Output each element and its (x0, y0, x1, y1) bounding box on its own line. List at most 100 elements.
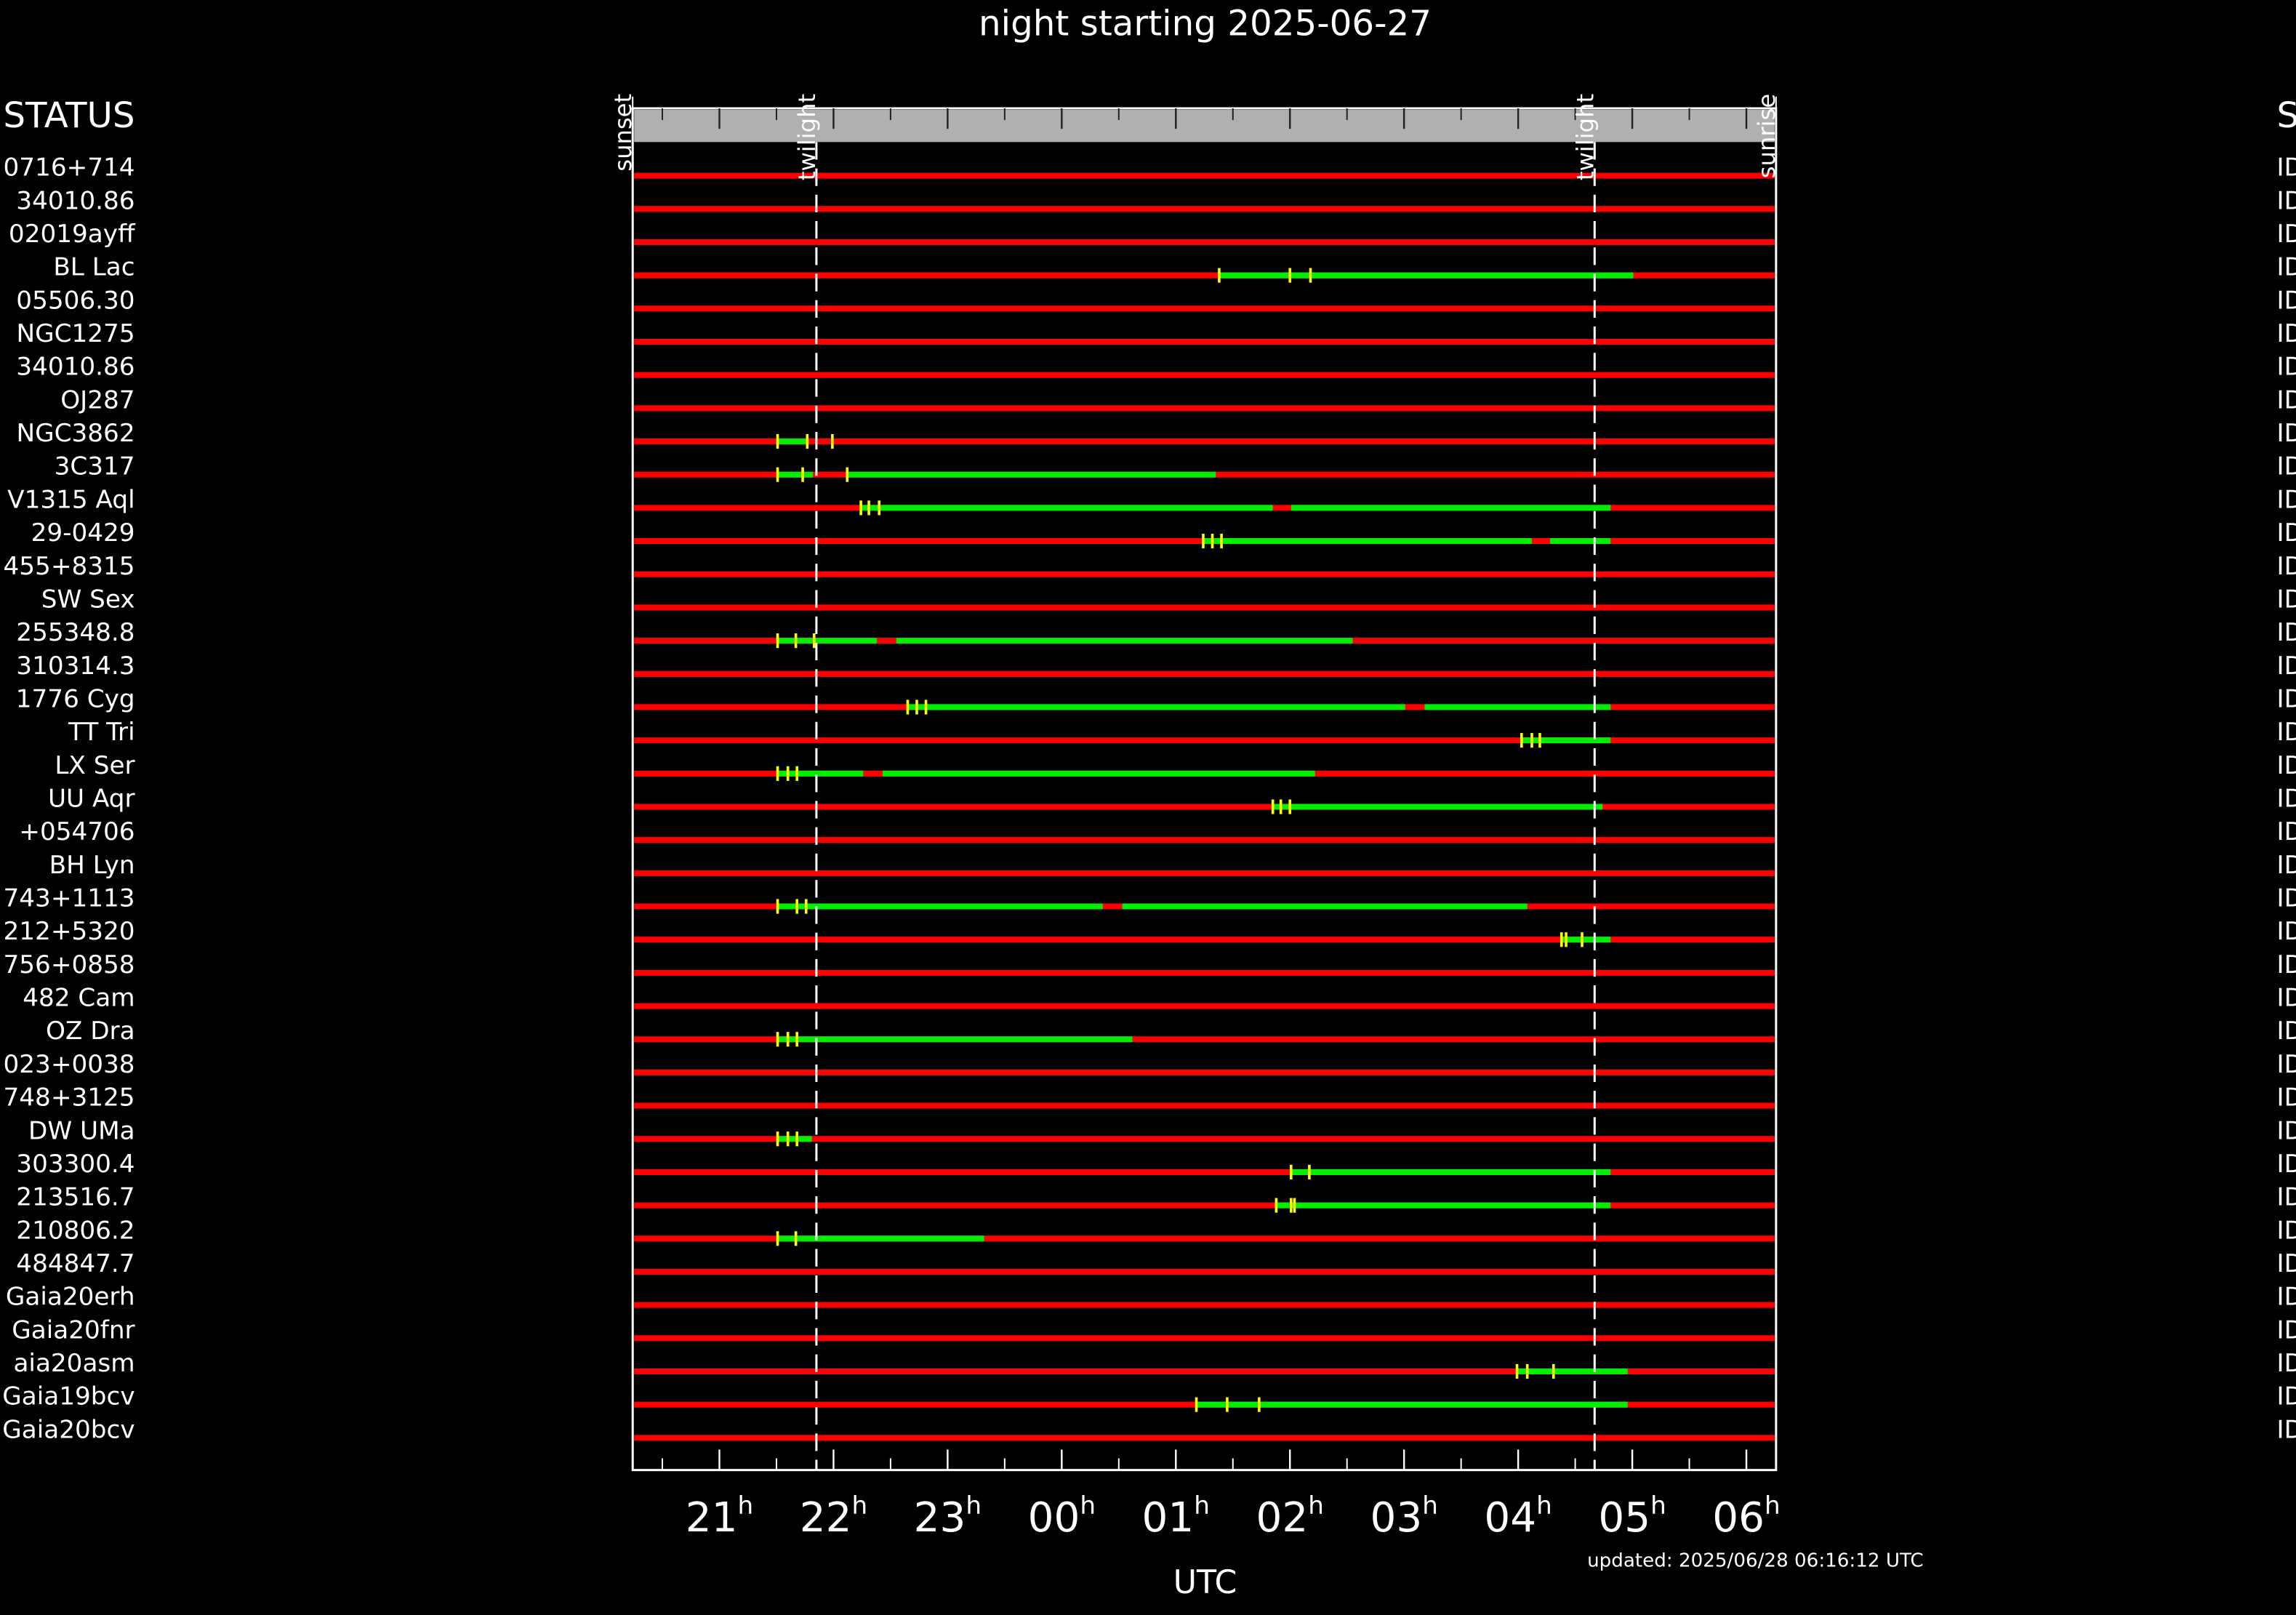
row-name: Gaia20bcv (2, 1415, 135, 1444)
x-tick-label-text: 06 (1712, 1494, 1765, 1542)
row-name: 455+8315 (4, 552, 135, 581)
row-status: ID (2276, 684, 2296, 713)
row-status: ID (2276, 1315, 2296, 1345)
x-tick-label: 03h (1370, 1491, 1437, 1542)
row-status: ID (2276, 585, 2296, 614)
x-tick-label-text: 04 (1484, 1494, 1536, 1542)
row-name: 212+5320 (4, 917, 135, 946)
x-tick-label-text: 22 (800, 1494, 852, 1542)
row-status: ID (2276, 950, 2296, 979)
row-name: 756+0858 (4, 950, 135, 979)
row-status: ID (2276, 784, 2296, 813)
header-bar (634, 110, 1775, 143)
row-name: SW Sex (41, 585, 135, 614)
row-status: ID (2276, 286, 2296, 315)
x-tick-label-text: 05 (1598, 1494, 1650, 1542)
x-tick-unit: h (851, 1491, 867, 1520)
x-tick-label: 06h (1712, 1491, 1780, 1542)
row-name: 748+3125 (4, 1083, 135, 1113)
row-name: Gaia19bcv (2, 1382, 135, 1411)
x-tick-unit: h (966, 1491, 982, 1520)
row-status: ID (2276, 884, 2296, 913)
row-name: 255348.8 (16, 618, 135, 647)
row-status: ID (2276, 1415, 2296, 1444)
x-tick-unit: h (1308, 1491, 1324, 1520)
row-status: ID (2276, 1382, 2296, 1411)
row-name: 1776 Cyg (16, 684, 135, 713)
row-name: NGC3862 (16, 419, 135, 448)
row-status: ID (2276, 1017, 2296, 1046)
row-status: ID (2276, 851, 2296, 880)
row-status: ID (2276, 1283, 2296, 1312)
x-tick-unit: h (1422, 1491, 1438, 1520)
row-status: ID (2276, 618, 2296, 647)
row-name: 02019ayff (9, 220, 136, 249)
row-name: 213516.7 (16, 1183, 135, 1212)
row-name: V1315 Aql (7, 485, 135, 514)
row-name: OJ287 (60, 385, 135, 414)
row-status: ID (2276, 817, 2296, 846)
row-name: NGC1275 (16, 319, 135, 348)
row-name: +054706 (19, 817, 135, 846)
row-name: Gaia20fnr (12, 1315, 135, 1345)
row-name: BL Lac (53, 253, 135, 282)
row-status: ID (2276, 552, 2296, 581)
row-status: ID (2276, 452, 2296, 481)
x-tick-label: 22h (800, 1491, 867, 1542)
row-name: Gaia20erh (6, 1283, 135, 1312)
row-name: 34010.86 (16, 353, 135, 382)
row-name: 023+0038 (4, 1050, 135, 1079)
event-label: sunset (609, 94, 637, 172)
row-name: 29-0429 (31, 518, 135, 548)
row-status: ID (2276, 153, 2296, 183)
row-status: ID (2276, 518, 2296, 548)
row-status: ID (2276, 353, 2296, 382)
chart-title: night starting 2025-06-27 (979, 3, 1432, 44)
row-status: ID (2276, 419, 2296, 448)
row-name: aia20asm (13, 1349, 135, 1378)
x-tick-label-text: 01 (1142, 1494, 1195, 1542)
row-name: TT Tri (68, 718, 135, 747)
x-tick-label-text: 00 (1028, 1494, 1080, 1542)
row-status: ID (2276, 652, 2296, 681)
x-tick-label: 04h (1484, 1491, 1552, 1542)
x-tick-label: 23h (914, 1491, 982, 1542)
x-tick-label-text: 23 (914, 1494, 966, 1542)
row-status: ID (2276, 319, 2296, 348)
x-tick-label: 00h (1028, 1491, 1096, 1542)
row-name: 310314.3 (16, 652, 135, 681)
x-axis-label: UTC (1173, 1564, 1237, 1601)
x-tick-label-text: 21 (686, 1494, 738, 1542)
row-name: 210806.2 (16, 1216, 135, 1245)
row-status: ID (2276, 186, 2296, 215)
row-name: LX Ser (55, 751, 135, 780)
x-tick-unit: h (1536, 1491, 1552, 1520)
row-name: 743+1113 (4, 884, 135, 913)
row-name: 34010.86 (16, 186, 135, 215)
row-status: ID (2276, 220, 2296, 249)
x-tick-unit: h (1650, 1491, 1666, 1520)
row-name: OZ Dra (46, 1017, 135, 1046)
row-name: 482 Cam (23, 984, 135, 1013)
row-status: ID (2276, 1050, 2296, 1079)
x-tick-label: 05h (1598, 1491, 1666, 1542)
event-label: twilight (1571, 94, 1599, 180)
event-label: sunrise (1753, 94, 1781, 178)
row-status: ID (2276, 718, 2296, 747)
event-label: twilight (793, 94, 821, 180)
row-name: BH Lyn (49, 851, 135, 880)
plot-frame (631, 107, 1778, 1472)
x-tick-unit: h (738, 1491, 754, 1520)
row-name: 3C317 (55, 452, 135, 481)
x-tick-unit: h (1080, 1491, 1096, 1520)
row-status: ID (2276, 385, 2296, 414)
row-status: ID (2276, 1150, 2296, 1179)
row-status: ID (2276, 253, 2296, 282)
row-status: ID (2276, 1116, 2296, 1145)
row-name: 05506.30 (16, 286, 135, 315)
x-tick-label-text: 03 (1370, 1494, 1422, 1542)
row-name: DW UMa (28, 1116, 135, 1145)
row-name: 303300.4 (16, 1150, 135, 1179)
